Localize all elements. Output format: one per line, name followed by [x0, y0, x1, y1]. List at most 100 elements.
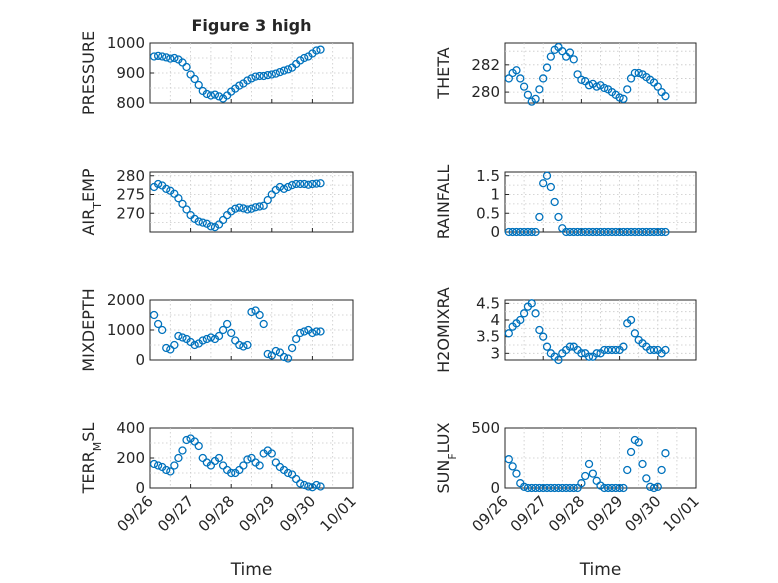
data-point [162, 465, 171, 475]
data-point [504, 74, 513, 83]
data-point [153, 461, 163, 470]
data-point [619, 342, 628, 351]
data-point [182, 435, 191, 445]
data-point [194, 441, 203, 451]
data-point [235, 340, 244, 350]
data-point [516, 74, 525, 83]
data-point [239, 342, 248, 351]
data-point [316, 179, 325, 188]
y-tick-label: 800 [116, 94, 145, 112]
data-point [247, 204, 256, 213]
data-point [231, 336, 240, 345]
data-point [198, 453, 207, 463]
data-point [174, 331, 183, 341]
y-tick-label: 0 [490, 223, 500, 241]
data-point [210, 90, 220, 99]
y-tick-label: 0.5 [476, 204, 500, 222]
data-point [271, 458, 281, 467]
data-point [300, 53, 309, 63]
data-point [519, 309, 529, 318]
data-point [182, 62, 191, 72]
x-axis-label: Time [230, 560, 273, 580]
data-point [584, 459, 594, 469]
data-point [615, 483, 624, 493]
data-point [218, 215, 228, 225]
data-point [516, 315, 525, 325]
data-point [296, 179, 305, 189]
ylabel-4: MIXDEPTH [79, 288, 98, 371]
data-point [247, 453, 256, 463]
data-point [267, 190, 276, 199]
data-point [255, 310, 264, 320]
subplot-5: 33.544.5 H2OMIXRA [434, 287, 697, 373]
data-point [182, 205, 191, 214]
data-point [546, 182, 555, 192]
data-point [239, 461, 248, 470]
ylabel-2: AIRTEMP [79, 168, 104, 235]
data-point [592, 349, 601, 358]
data-point [227, 468, 236, 478]
data-point [251, 203, 260, 212]
data-point [259, 319, 268, 329]
y-tick-label: 0 [135, 351, 145, 369]
data-point [235, 465, 244, 475]
data-point [190, 74, 199, 84]
data-point [166, 467, 175, 476]
y-tick-label: 3.5 [476, 328, 500, 346]
data-point [619, 94, 628, 104]
y-tick-label: 1000 [107, 321, 145, 339]
data-point [634, 68, 643, 78]
data-point [149, 310, 159, 320]
data-point [287, 180, 297, 190]
data-point [535, 325, 544, 335]
data-point [227, 328, 236, 338]
data-point [149, 52, 159, 61]
data-point [186, 70, 195, 79]
subplot-4: 0 1000 2000 MIXDEPTH [79, 288, 354, 372]
data-point [519, 482, 529, 491]
data-point [231, 204, 240, 213]
data-point [300, 179, 309, 189]
data-point [542, 63, 552, 72]
data-point [178, 199, 187, 209]
data-point [227, 207, 236, 216]
data-point [300, 327, 309, 336]
data-point [247, 74, 256, 83]
data-point [312, 480, 321, 490]
x-tick-label: 09/30 [621, 492, 664, 535]
data-point [267, 351, 276, 360]
data-point [519, 82, 529, 91]
data-point [535, 212, 544, 222]
data-point [584, 81, 594, 90]
data-point [523, 90, 533, 99]
data-point [190, 340, 199, 350]
ylabel-7: SUNFLUX [434, 422, 459, 493]
y-tick-label: 4 [490, 311, 500, 329]
data-point [527, 227, 536, 237]
data-point [304, 482, 313, 491]
data-point [292, 474, 301, 484]
data-point [243, 455, 252, 464]
data-point [588, 469, 598, 478]
x-tick-label: 09/29 [235, 492, 278, 535]
data-point [504, 455, 513, 464]
data-point [214, 453, 224, 463]
data-point [661, 92, 670, 101]
data-point [178, 446, 187, 455]
data-point [271, 69, 281, 78]
data-point [267, 70, 276, 79]
data-point [263, 349, 272, 359]
ylabel-1: THETA [434, 47, 453, 99]
data-point [512, 66, 521, 75]
y-tick-label: 400 [116, 419, 145, 437]
data-point [649, 483, 659, 493]
data-point [210, 222, 220, 232]
data-point [542, 171, 552, 180]
data-point [206, 222, 216, 231]
data-point [531, 227, 540, 237]
ylabel-6: TERRMSL [79, 423, 104, 495]
data-point [263, 70, 272, 80]
y-tick-label: 275 [116, 186, 145, 204]
data-point [634, 438, 643, 447]
